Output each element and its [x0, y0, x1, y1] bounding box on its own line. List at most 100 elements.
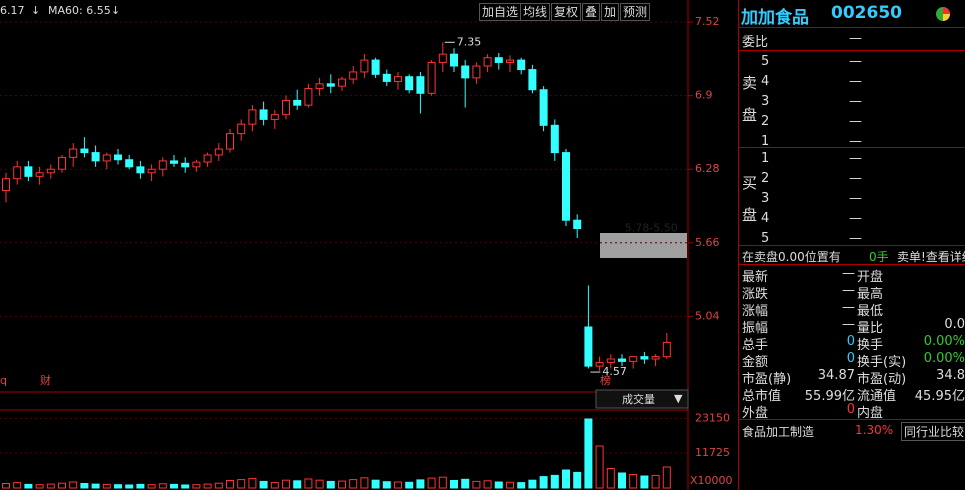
- volume-bar: [394, 481, 402, 489]
- volume-unit: X10000: [690, 474, 733, 487]
- annotation: 7.35: [457, 35, 482, 48]
- dropdown-arrow[interactable]: ▼: [674, 392, 683, 405]
- candle-body: [573, 219, 582, 230]
- quote-label: 市盈(动): [857, 372, 907, 387]
- pie-icon[interactable]: [935, 6, 951, 22]
- candle-body: [349, 71, 358, 80]
- volume-bar: [158, 483, 167, 489]
- volume-bar: [170, 483, 178, 489]
- value: —: [849, 54, 862, 69]
- notice: 0手: [869, 250, 889, 264]
- candle-body: [248, 109, 257, 125]
- volume-bar: [450, 480, 458, 489]
- volume-bar: [517, 482, 526, 489]
- toolbar-button[interactable]: 均线: [520, 3, 551, 21]
- candle-body: [203, 154, 212, 163]
- candle-body: [80, 148, 89, 154]
- quote-value: 0: [846, 334, 855, 349]
- value: —: [849, 94, 862, 109]
- toolbar-button[interactable]: 加: [601, 3, 620, 21]
- volume-bar: [192, 484, 201, 489]
- volume-label[interactable]: 成交量: [622, 392, 655, 406]
- volume-bar: [2, 483, 10, 489]
- quote-label: 振幅: [742, 321, 769, 336]
- quote-value: 45.95亿: [914, 389, 965, 404]
- divider: [739, 147, 965, 148]
- quote-value: 0.0: [944, 317, 965, 332]
- quote-label: 金额: [742, 355, 769, 370]
- legend-arrow: ↓: [31, 4, 40, 17]
- quote-label: 总手: [742, 338, 769, 353]
- candle-body: [662, 341, 671, 358]
- volume-bar: [472, 480, 481, 489]
- volume-bar: [304, 478, 313, 489]
- quote-label: 最新: [742, 270, 769, 285]
- quote-label: 流通值: [857, 389, 897, 404]
- y-tick-label: 5.66: [695, 236, 720, 249]
- quote-value: 0: [846, 402, 855, 417]
- marker[interactable]: 榜: [600, 373, 611, 387]
- quote-label: 外盘: [742, 406, 769, 421]
- volume-selector[interactable]: [595, 389, 689, 409]
- volume-bar: [248, 477, 257, 489]
- quote-value: 0.00%: [923, 351, 965, 366]
- quote-label: 量比: [857, 321, 884, 336]
- marker[interactable]: 财: [40, 373, 51, 387]
- stock-name: 加加食品: [741, 8, 809, 28]
- toolbar-button[interactable]: 复权: [551, 3, 582, 21]
- volume-bar: [427, 477, 436, 489]
- candle-body: [147, 168, 156, 174]
- candle-body: [2, 178, 10, 192]
- y-tick-label: 11725: [695, 446, 730, 459]
- volume-bar: [562, 469, 570, 489]
- compare-button[interactable]: 同行业比较: [901, 422, 965, 441]
- level: 4: [761, 211, 770, 226]
- marker[interactable]: q: [0, 374, 7, 387]
- value: —: [849, 151, 862, 166]
- volume-bar: [80, 483, 89, 489]
- quote-value: 55.99亿: [804, 389, 855, 404]
- side-label: 买: [742, 174, 758, 192]
- candle-body: [181, 162, 190, 168]
- volume-bar: [203, 483, 212, 489]
- volume-bar: [35, 484, 44, 489]
- quote-value: —: [842, 266, 855, 281]
- divider: [739, 27, 965, 28]
- candle-body: [102, 154, 111, 162]
- quote-label: 总市值: [742, 389, 782, 404]
- value: —: [849, 231, 862, 246]
- value: —: [849, 31, 862, 46]
- volume-bar: [584, 418, 593, 489]
- quote-label: 最低: [857, 304, 884, 319]
- volume-bar: [69, 481, 78, 489]
- volume-bar: [405, 481, 414, 489]
- candle-body: [192, 161, 201, 168]
- volume-bar: [13, 482, 22, 489]
- toolbar-button[interactable]: 预测: [620, 3, 651, 21]
- candle-body: [24, 166, 33, 177]
- candle-body: [472, 65, 481, 79]
- side-label: 盘: [742, 206, 758, 224]
- value: —: [849, 171, 862, 186]
- toolbar-button[interactable]: 加自选: [479, 3, 522, 21]
- quote-value: —: [842, 300, 855, 315]
- candle-body: [506, 59, 514, 63]
- value: —: [849, 211, 862, 226]
- volume-bar: [629, 474, 638, 489]
- candle-body: [450, 53, 458, 67]
- volume-bar: [214, 482, 223, 489]
- candle-body: [640, 356, 649, 360]
- toolbar-button[interactable]: 叠: [582, 3, 601, 21]
- quote-label: 市盈(静): [742, 372, 792, 387]
- icon-part: [943, 14, 950, 21]
- level: 1: [761, 134, 770, 149]
- volume-bar: [114, 484, 122, 489]
- annotation: 5.78-5.50: [625, 222, 678, 235]
- side-label: 卖: [742, 74, 758, 92]
- candle-body: [550, 124, 559, 154]
- quote-label: 涨幅: [742, 304, 769, 319]
- volume-bar: [371, 479, 380, 489]
- volume-bar: [618, 472, 626, 489]
- candle-body: [629, 356, 638, 362]
- level: 3: [761, 94, 770, 109]
